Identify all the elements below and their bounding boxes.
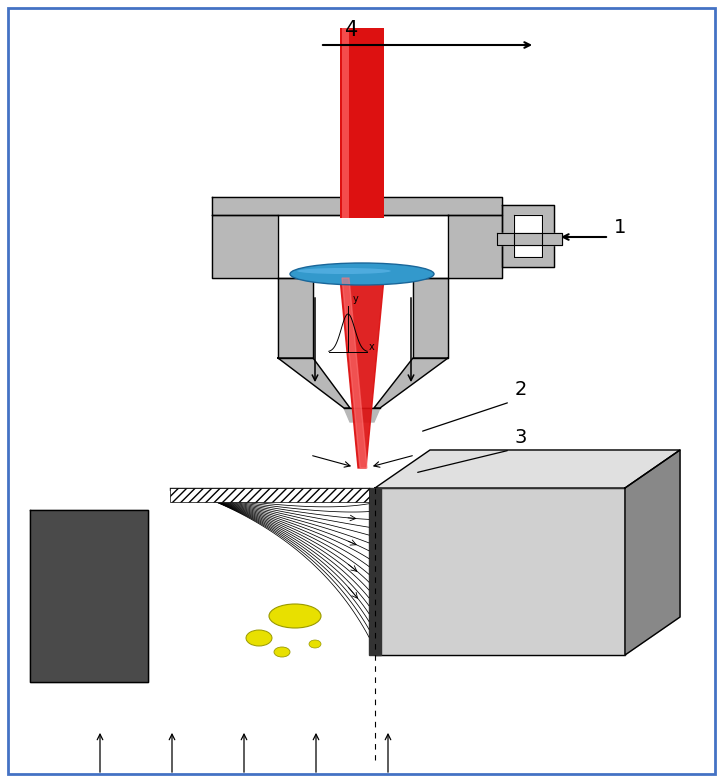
Text: x: x <box>369 342 375 352</box>
Text: 3: 3 <box>515 428 527 447</box>
Polygon shape <box>212 197 502 215</box>
Bar <box>342 28 349 218</box>
Polygon shape <box>375 450 680 488</box>
Polygon shape <box>212 215 278 278</box>
Text: y: y <box>353 294 359 304</box>
Polygon shape <box>375 488 625 655</box>
Ellipse shape <box>297 268 391 274</box>
Polygon shape <box>448 215 502 278</box>
Polygon shape <box>30 510 148 682</box>
Polygon shape <box>369 488 381 655</box>
Polygon shape <box>342 278 367 468</box>
Polygon shape <box>278 278 313 358</box>
Polygon shape <box>278 358 350 408</box>
Polygon shape <box>497 233 562 245</box>
Ellipse shape <box>269 604 321 628</box>
Polygon shape <box>278 215 448 278</box>
Bar <box>340 28 384 218</box>
Bar <box>170 488 369 502</box>
Polygon shape <box>514 215 542 257</box>
Polygon shape <box>413 278 448 358</box>
Ellipse shape <box>246 630 272 646</box>
Ellipse shape <box>274 647 290 657</box>
Polygon shape <box>344 408 380 422</box>
Polygon shape <box>625 450 680 655</box>
Polygon shape <box>374 358 448 408</box>
Polygon shape <box>340 278 384 468</box>
Ellipse shape <box>309 640 321 648</box>
Ellipse shape <box>290 263 434 285</box>
Polygon shape <box>502 205 554 267</box>
Text: 1: 1 <box>614 218 626 237</box>
Text: 4: 4 <box>345 20 359 40</box>
Text: 2: 2 <box>515 380 527 399</box>
